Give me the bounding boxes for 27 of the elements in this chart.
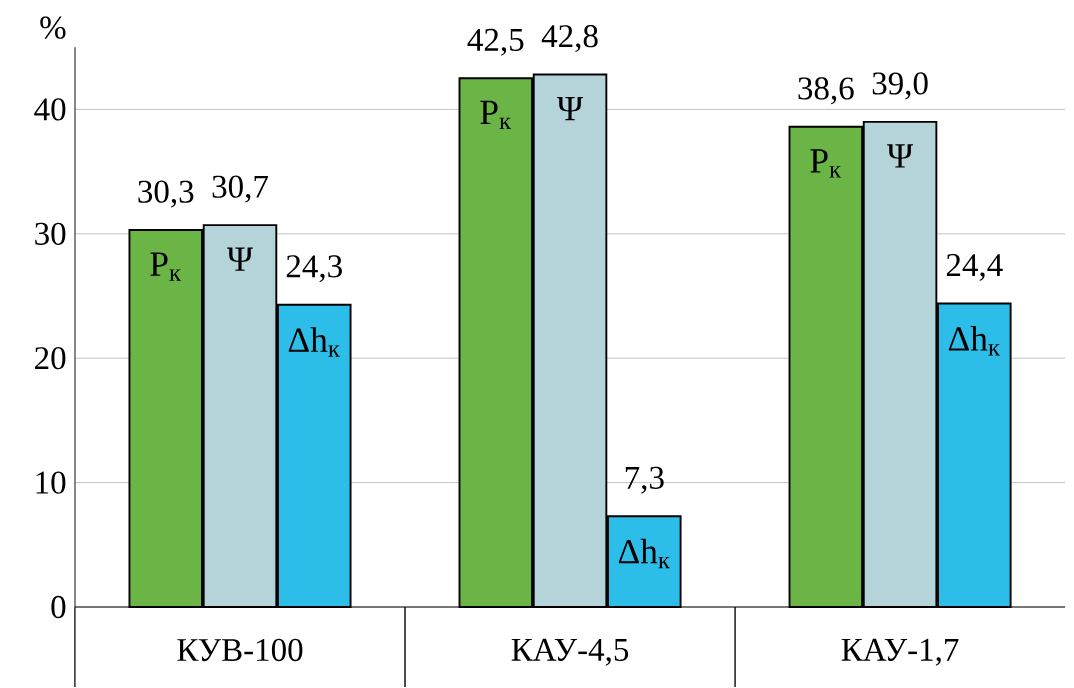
x-tick-label: КУВ-100: [177, 639, 303, 662]
y-tick-label: 20: [35, 347, 66, 370]
y-tick-label: 30: [35, 222, 66, 246]
y-tick-label: 40: [34, 98, 66, 121]
data-label: 38,6: [798, 77, 854, 105]
text: Δh$_{к}$: [288, 327, 340, 358]
y-axis-title: %: [40, 16, 66, 40]
y-tick-label: 0: [51, 596, 66, 619]
x-tick-label: КАУ-4,5: [511, 639, 629, 666]
text: Ψ: [227, 247, 253, 271]
data-label: 39,0: [872, 72, 928, 100]
series-label: Δh$_{к}$: [948, 326, 1000, 356]
text: Δh$_{к}$: [618, 538, 670, 569]
data-label: 24,4: [946, 254, 1003, 282]
data-label: 7,3: [625, 466, 664, 494]
y-tick-label: 10: [36, 471, 66, 494]
text: Ψ: [557, 97, 583, 121]
text: P$_{к}$: [480, 101, 512, 130]
data-label: 30,3: [138, 180, 194, 208]
data-label: 30,7: [212, 175, 268, 203]
data-label: 42,5: [467, 29, 524, 56]
text: P$_{к}$: [810, 149, 842, 178]
series-label: P$_{к}$: [150, 252, 182, 282]
data-label: 42,8: [541, 25, 598, 53]
series-label: Ψ: [887, 144, 914, 168]
x-tick-label: КАУ-1,7: [841, 639, 959, 666]
data-label: 24,3: [286, 255, 342, 283]
